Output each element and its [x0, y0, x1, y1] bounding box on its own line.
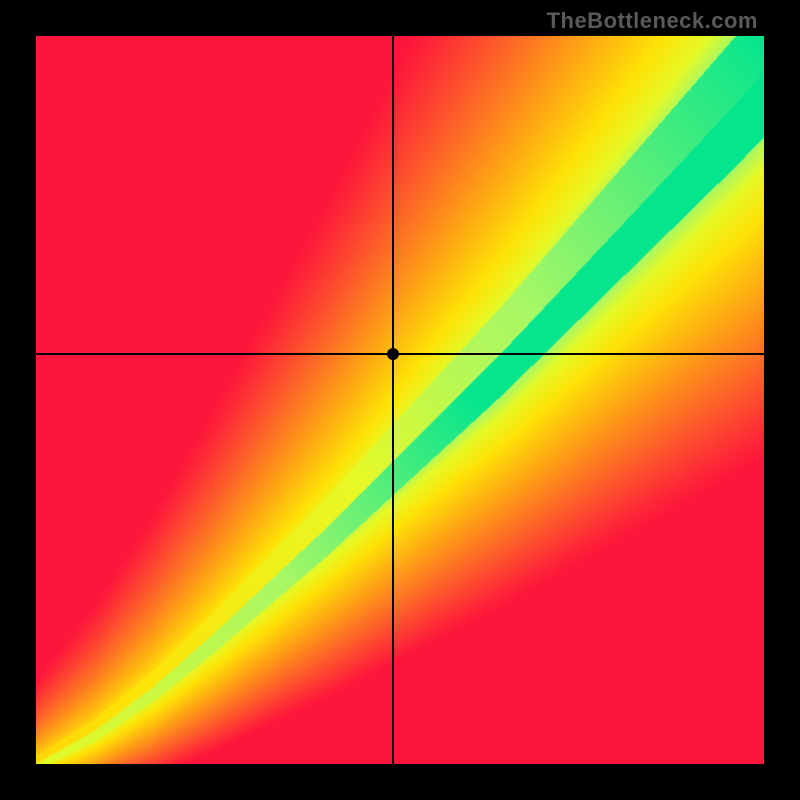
watermark-text: TheBottleneck.com: [547, 8, 758, 34]
heatmap-plot: [36, 36, 764, 764]
heatmap-canvas: [36, 36, 764, 764]
crosshair-vertical: [392, 36, 394, 764]
crosshair-marker: [387, 348, 399, 360]
crosshair-horizontal: [36, 353, 764, 355]
